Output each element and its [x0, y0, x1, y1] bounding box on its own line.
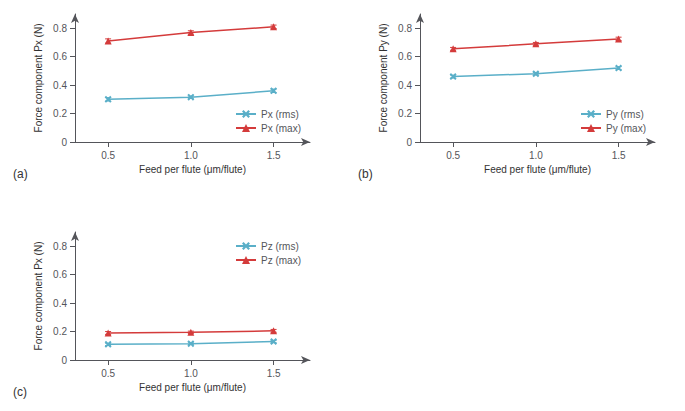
svg-text:0.8: 0.8 [398, 23, 412, 34]
svg-text:0.5: 0.5 [101, 150, 115, 161]
svg-text:Feed per flute (μm/flute): Feed per flute (μm/flute) [139, 164, 246, 175]
svg-text:Py (rms): Py (rms) [606, 109, 644, 120]
svg-text:Pz (rms): Pz (rms) [261, 241, 299, 252]
svg-text:Py (max): Py (max) [606, 123, 646, 134]
svg-text:0.5: 0.5 [101, 368, 115, 379]
svg-text:(a): (a) [13, 167, 28, 181]
svg-text:Px (max): Px (max) [261, 123, 301, 134]
svg-text:Px (rms): Px (rms) [261, 109, 299, 120]
svg-text:Feed per flute (μm/flute): Feed per flute (μm/flute) [484, 164, 591, 175]
svg-text:0.2: 0.2 [53, 108, 67, 119]
svg-text:0.4: 0.4 [398, 80, 412, 91]
svg-text:0.4: 0.4 [53, 80, 67, 91]
svg-text:1.0: 1.0 [184, 368, 198, 379]
svg-text:0.8: 0.8 [53, 241, 67, 252]
svg-text:0: 0 [61, 137, 67, 148]
svg-text:Feed per flute (μm/flute): Feed per flute (μm/flute) [139, 382, 246, 393]
svg-text:0.4: 0.4 [53, 298, 67, 309]
svg-text:Pz (max): Pz (max) [261, 255, 301, 266]
svg-text:1.0: 1.0 [184, 150, 198, 161]
svg-text:(b): (b) [358, 167, 373, 181]
svg-text:Force component Px (N): Force component Px (N) [33, 24, 44, 133]
svg-text:0.8: 0.8 [53, 23, 67, 34]
svg-text:0.6: 0.6 [53, 269, 67, 280]
svg-text:Force component Py (N): Force component Py (N) [378, 24, 389, 133]
svg-text:0: 0 [61, 355, 67, 366]
svg-text:Force component Px (N): Force component Px (N) [33, 242, 44, 351]
svg-text:0.2: 0.2 [53, 326, 67, 337]
svg-text:1.0: 1.0 [529, 150, 543, 161]
svg-text:0: 0 [406, 137, 412, 148]
svg-text:0.2: 0.2 [398, 108, 412, 119]
svg-text:0.5: 0.5 [446, 150, 460, 161]
svg-text:1.5: 1.5 [267, 150, 281, 161]
svg-text:0.6: 0.6 [53, 51, 67, 62]
svg-text:(c): (c) [13, 385, 27, 399]
svg-text:1.5: 1.5 [612, 150, 626, 161]
svg-text:1.5: 1.5 [267, 368, 281, 379]
svg-text:0.6: 0.6 [398, 51, 412, 62]
